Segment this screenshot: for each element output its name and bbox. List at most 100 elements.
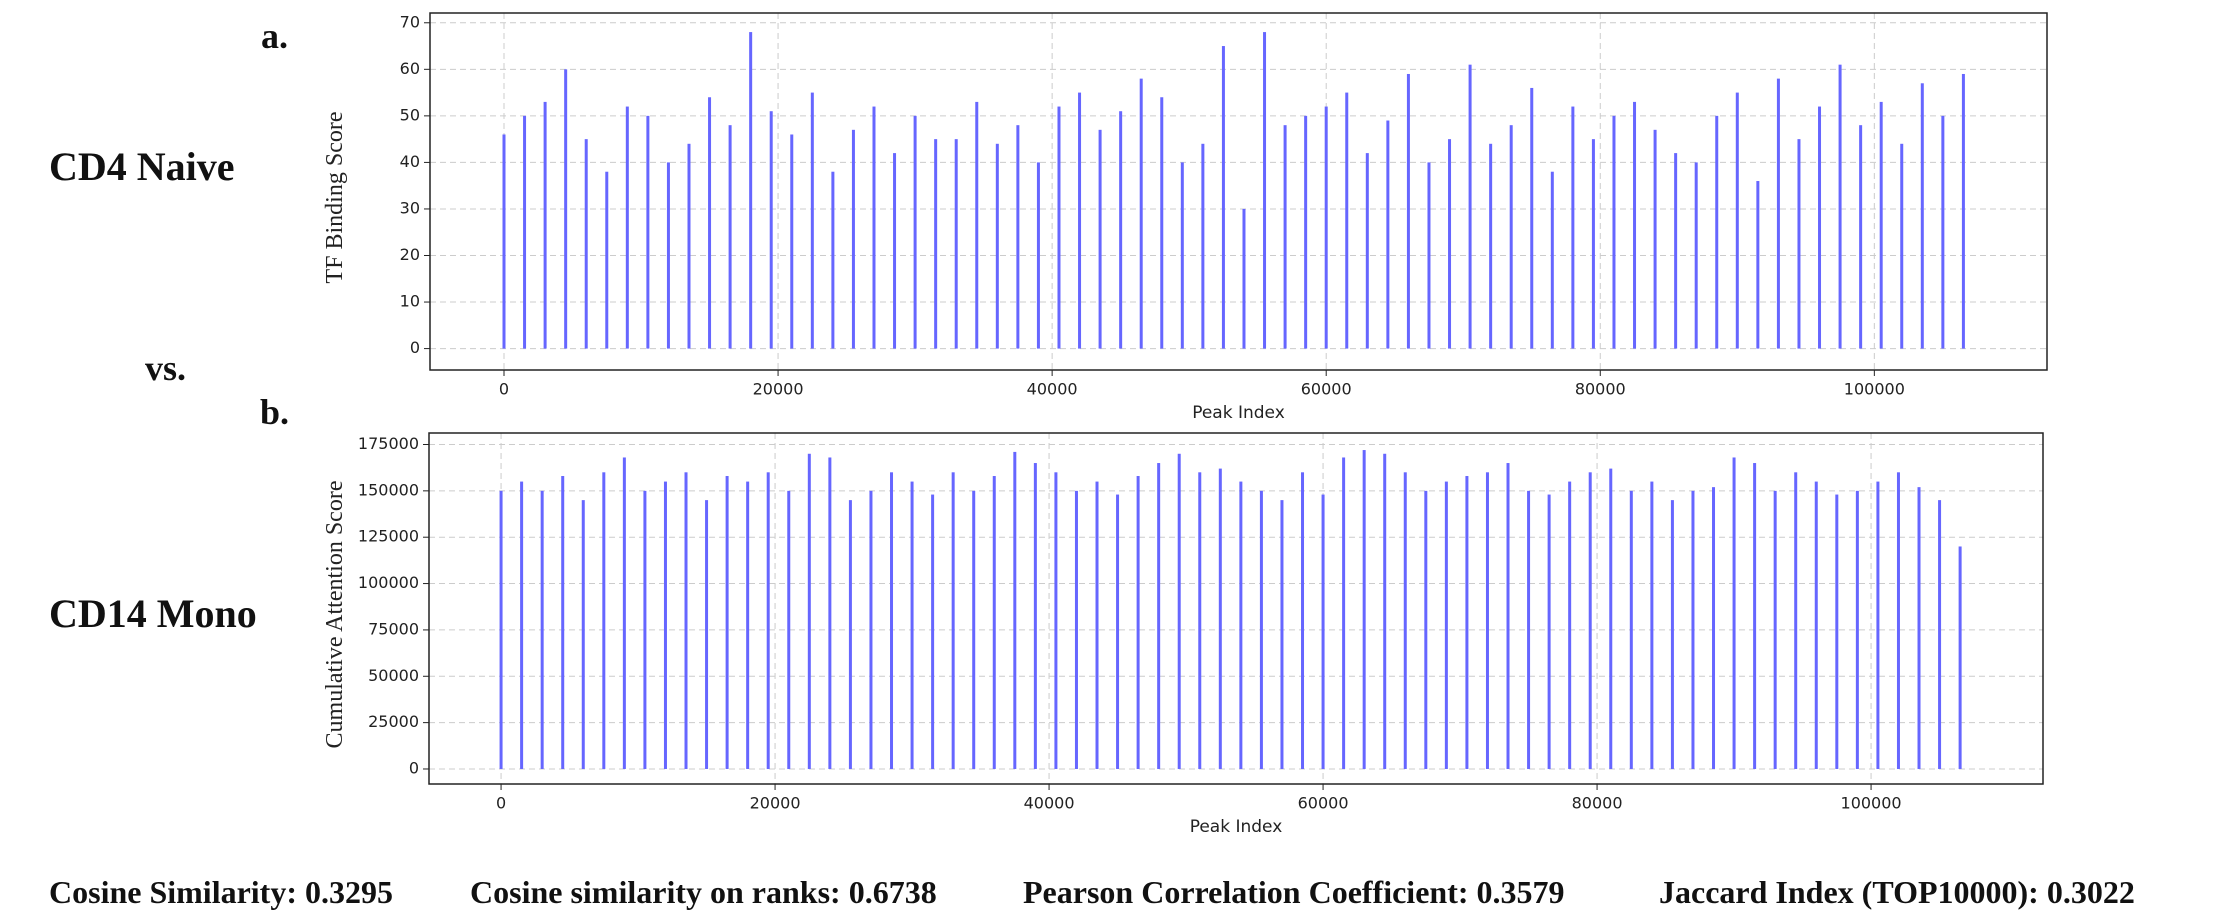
metric: Cosine Similarity: 0.3295 — [49, 874, 393, 910]
bar — [848, 500, 852, 769]
bar — [807, 453, 811, 769]
bar — [1321, 494, 1325, 769]
bar — [1280, 500, 1284, 769]
bar — [1180, 162, 1184, 349]
bar — [1814, 481, 1818, 769]
x-tick-label: 60000 — [1301, 380, 1352, 399]
bar — [1674, 153, 1678, 349]
bar — [1735, 92, 1739, 349]
bar — [1116, 494, 1120, 769]
bar — [1547, 494, 1551, 769]
bar — [787, 490, 791, 769]
x-tick-label: 100000 — [1844, 380, 1905, 399]
bar — [1732, 457, 1736, 769]
axes-frame — [429, 12, 2048, 371]
bar — [1756, 181, 1760, 349]
y-tick-label: 150000 — [358, 480, 419, 499]
bar — [520, 481, 524, 769]
bar — [1506, 463, 1510, 769]
bar — [910, 481, 914, 769]
bar — [1797, 139, 1801, 349]
bar — [1920, 83, 1924, 349]
bar — [869, 490, 873, 769]
bar — [1448, 139, 1452, 349]
y-tick-label: 75000 — [368, 619, 419, 638]
bar — [584, 139, 588, 349]
bar — [1403, 472, 1407, 769]
bar — [1958, 546, 1962, 769]
bar — [1550, 171, 1554, 349]
panel-label: a. — [261, 16, 288, 56]
bar — [499, 490, 503, 769]
bar — [1242, 208, 1246, 349]
bar — [581, 500, 585, 769]
bar — [1653, 129, 1657, 349]
bar — [954, 139, 958, 349]
bar — [1818, 106, 1822, 349]
y-tick-label: 25000 — [368, 712, 419, 731]
bar — [502, 134, 506, 349]
bar — [1571, 106, 1575, 349]
bar — [684, 472, 688, 769]
bar — [1139, 78, 1143, 349]
y-tick-label: 30 — [400, 198, 420, 217]
bar — [1670, 500, 1674, 769]
bar — [561, 476, 565, 769]
bar — [1365, 153, 1369, 349]
bar — [1078, 92, 1082, 349]
bar — [1386, 120, 1390, 349]
bar — [1263, 32, 1267, 349]
bar — [1136, 476, 1140, 769]
bar — [1485, 472, 1489, 769]
bar — [1095, 481, 1099, 769]
bar — [1301, 472, 1305, 769]
x-tick-label: 20000 — [750, 794, 801, 813]
panel-label: b. — [260, 392, 289, 432]
bar — [1406, 73, 1410, 349]
bar — [1283, 125, 1287, 349]
bar — [1160, 97, 1164, 349]
bar — [1424, 490, 1428, 769]
bar — [705, 500, 709, 769]
bar — [523, 115, 527, 349]
bar — [625, 106, 629, 349]
y-tick-label: 10 — [400, 292, 420, 311]
bar — [564, 69, 568, 349]
bar — [1362, 450, 1366, 769]
bar — [1489, 143, 1493, 349]
bar — [1855, 490, 1859, 769]
bar — [1694, 162, 1698, 349]
bar — [540, 490, 544, 769]
metric: Pearson Correlation Coefficient: 0.3579 — [1023, 874, 1565, 910]
bar — [1057, 106, 1061, 349]
bar — [1383, 453, 1387, 769]
y-tick-label: 100000 — [358, 573, 419, 592]
bar — [810, 92, 814, 349]
bar — [1568, 481, 1572, 769]
bar — [992, 476, 996, 769]
bar — [1239, 481, 1243, 769]
bar — [790, 134, 794, 349]
bar — [1753, 463, 1757, 769]
row-label: CD4 Naive — [49, 144, 235, 189]
bar — [543, 101, 547, 349]
x-tick-label: 100000 — [1841, 794, 1902, 813]
row-label: vs. — [145, 348, 186, 388]
bar — [934, 139, 938, 349]
y-tick-label: 70 — [400, 12, 420, 31]
x-tick-label: 0 — [499, 380, 509, 399]
bar — [766, 472, 770, 769]
bar — [1794, 472, 1798, 769]
bar — [1941, 115, 1945, 349]
bar — [666, 162, 670, 349]
bar — [663, 481, 667, 769]
bar — [708, 97, 712, 349]
y-tick-label: 125000 — [358, 527, 419, 546]
bar — [1036, 162, 1040, 349]
bar — [1345, 92, 1349, 349]
bar — [1259, 490, 1263, 769]
row-label: CD14 Mono — [49, 591, 257, 636]
bar — [1324, 106, 1328, 349]
bar — [828, 457, 832, 769]
bar — [1961, 73, 1965, 349]
